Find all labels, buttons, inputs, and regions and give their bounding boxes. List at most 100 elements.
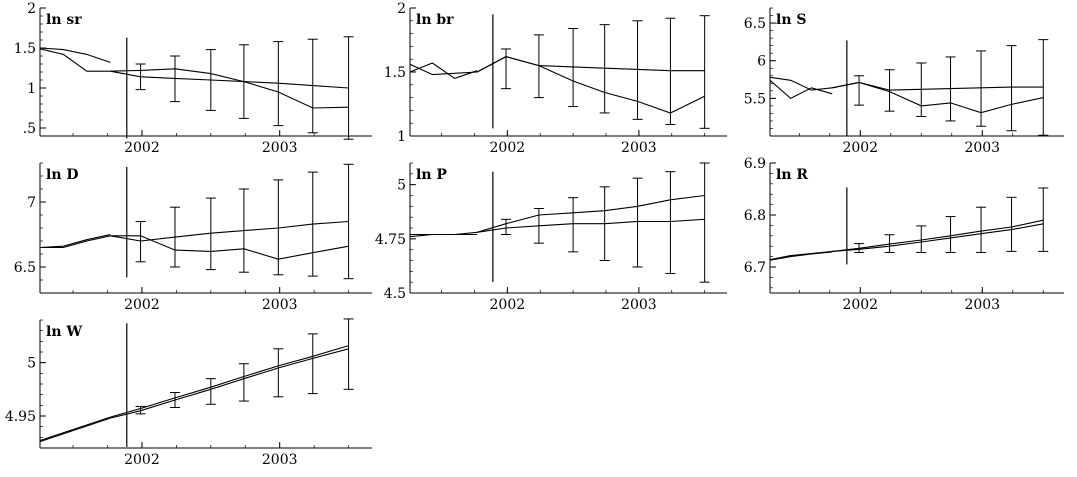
error-bar <box>854 75 865 106</box>
error-bar <box>568 197 579 253</box>
error-bar <box>854 243 865 253</box>
x-tick-label: 2003 <box>621 140 657 156</box>
y-tick-label: 2 <box>397 1 406 17</box>
error-bar <box>916 225 927 253</box>
series-line-0 <box>769 76 833 91</box>
panel-title: ln br <box>416 12 454 28</box>
series-line-1 <box>769 250 833 261</box>
y-tick-label: 7 <box>27 195 36 211</box>
series-line-2 <box>477 218 705 233</box>
error-bar <box>307 38 318 134</box>
series-line-1 <box>39 47 111 63</box>
series-line-0 <box>40 235 111 249</box>
error-bar <box>884 69 895 112</box>
y-tick-label: 6.7 <box>744 260 766 276</box>
y-tick-label: .5 <box>23 121 36 137</box>
x-tick-label: 2002 <box>842 297 878 313</box>
error-bar <box>916 62 927 117</box>
error-bar <box>1038 39 1049 136</box>
panel-title: ln P <box>416 167 447 183</box>
y-tick-label: 5 <box>397 178 406 194</box>
error-bar <box>976 50 987 127</box>
error-bar <box>945 216 956 253</box>
error-bar <box>343 318 354 390</box>
y-tick-label: 6.5 <box>744 16 766 32</box>
panel-5: 6.7 6.8 6.9 2002 2003 ln R <box>744 156 1064 313</box>
panel-3: 6.5 7 2002 2003 ln D <box>14 162 372 313</box>
series-line-1 <box>39 233 111 249</box>
error-bar <box>501 48 512 90</box>
error-bar <box>945 56 956 122</box>
error-bar <box>205 49 216 111</box>
y-tick-label: 2 <box>27 1 36 17</box>
x-tick-label: 2003 <box>262 297 298 313</box>
panel-2: 5.5 6 6.5 2002 2003 ln S <box>744 7 1064 156</box>
y-tick-label: 5.5 <box>744 91 766 107</box>
error-bar <box>343 163 354 280</box>
series-line-3 <box>476 56 705 114</box>
error-bar <box>205 197 216 271</box>
error-bar <box>568 27 579 108</box>
series-line-3 <box>476 194 705 233</box>
series-line-0 <box>409 63 478 76</box>
y-tick-label: 6.8 <box>744 208 766 224</box>
error-bar <box>599 186 610 261</box>
series-line-3 <box>110 235 349 260</box>
x-tick-label: 2002 <box>124 140 160 156</box>
y-tick-label: 5 <box>27 356 36 372</box>
error-bar <box>665 17 676 125</box>
panel-1: 1 1.5 2 2002 2003 ln br <box>384 1 727 156</box>
error-bar <box>501 218 512 235</box>
series-line-1 <box>409 62 478 80</box>
error-bar <box>1006 45 1017 132</box>
x-tick-label: 2002 <box>124 452 160 468</box>
error-bar <box>135 63 146 91</box>
error-bar <box>135 221 146 263</box>
y-tick-label: 4.75 <box>375 232 406 248</box>
x-tick-label: 2003 <box>262 452 298 468</box>
error-bar <box>599 24 610 114</box>
panel-6: 4.95 5 2002 2003 ln W <box>5 318 372 468</box>
panel-title: ln D <box>46 167 79 183</box>
series-line-3 <box>832 219 1044 252</box>
error-bar <box>205 378 216 405</box>
y-tick-label: 1 <box>397 129 406 145</box>
x-tick-label: 2002 <box>490 140 526 156</box>
x-tick-label: 2003 <box>621 297 657 313</box>
error-bar <box>238 44 249 119</box>
error-bar <box>273 41 284 127</box>
error-bar <box>238 188 249 273</box>
series-line-3 <box>832 81 1044 114</box>
x-tick-label: 2003 <box>262 140 298 156</box>
x-tick-label: 2002 <box>842 140 878 156</box>
series-line-2 <box>110 220 349 242</box>
error-bar <box>1006 196 1017 252</box>
series-line-0 <box>39 417 111 443</box>
y-tick-label: 6.9 <box>744 156 766 172</box>
y-tick-label: 6.5 <box>14 260 36 276</box>
panel-4: 4.5 4.75 5 2002 2003 ln P <box>375 162 727 313</box>
error-bar <box>1038 187 1049 252</box>
panel-title: ln S <box>776 12 806 28</box>
panel-title: ln R <box>776 167 808 183</box>
error-bar <box>307 333 318 395</box>
series-line-3 <box>110 68 349 109</box>
x-tick-label: 2002 <box>490 297 526 313</box>
series-line-1 <box>39 416 111 442</box>
y-tick-label: 4.5 <box>384 286 406 302</box>
error-bar <box>273 348 284 398</box>
panel-0: .5 1 1.5 2 2002 2003 ln sr <box>14 1 372 156</box>
error-bar <box>135 405 146 415</box>
error-bar <box>170 392 181 408</box>
panel-title: ln W <box>46 324 82 340</box>
x-tick-label: 2003 <box>964 140 1000 156</box>
series-line-2 <box>832 223 1044 252</box>
x-tick-label: 2002 <box>124 297 160 313</box>
y-tick-label: 6 <box>757 54 766 70</box>
error-bar <box>665 171 676 274</box>
series-line-0 <box>39 48 111 72</box>
y-tick-label: 4.95 <box>5 409 36 425</box>
y-tick-label: 1 <box>27 81 36 97</box>
